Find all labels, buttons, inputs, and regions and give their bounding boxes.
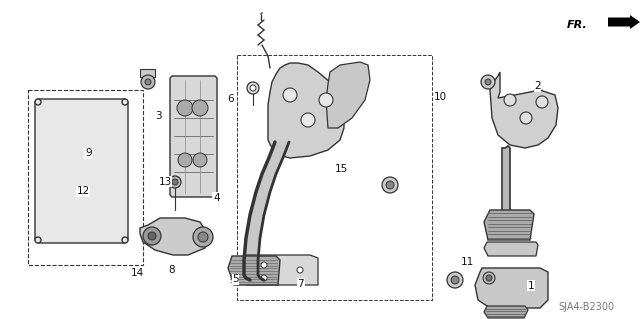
- Circle shape: [536, 96, 548, 108]
- Polygon shape: [228, 256, 280, 285]
- Circle shape: [177, 100, 193, 116]
- Circle shape: [35, 99, 41, 105]
- Text: 3: 3: [156, 111, 162, 122]
- Polygon shape: [244, 238, 260, 260]
- Polygon shape: [244, 260, 258, 275]
- Circle shape: [192, 100, 208, 116]
- Polygon shape: [268, 63, 344, 158]
- Circle shape: [486, 275, 492, 281]
- Polygon shape: [268, 150, 286, 160]
- Text: 12: 12: [77, 186, 90, 197]
- Circle shape: [122, 99, 128, 105]
- Circle shape: [145, 79, 151, 85]
- FancyArrow shape: [608, 15, 640, 29]
- Polygon shape: [244, 275, 260, 278]
- Polygon shape: [170, 76, 217, 197]
- Circle shape: [250, 85, 256, 91]
- Text: 13: 13: [159, 177, 172, 187]
- Circle shape: [261, 262, 267, 268]
- Circle shape: [143, 227, 161, 245]
- Circle shape: [169, 176, 181, 188]
- Polygon shape: [475, 268, 548, 308]
- Text: 14: 14: [131, 268, 144, 278]
- Circle shape: [520, 112, 532, 124]
- Circle shape: [122, 237, 128, 243]
- Circle shape: [451, 276, 459, 284]
- Circle shape: [198, 232, 208, 242]
- Circle shape: [483, 272, 495, 284]
- Bar: [140, 69, 155, 77]
- Polygon shape: [484, 210, 534, 240]
- Circle shape: [193, 227, 213, 247]
- Polygon shape: [326, 62, 370, 128]
- Circle shape: [297, 267, 303, 273]
- Circle shape: [319, 93, 333, 107]
- Polygon shape: [35, 99, 128, 243]
- Circle shape: [481, 75, 495, 89]
- Circle shape: [178, 153, 192, 167]
- Text: 8: 8: [168, 264, 175, 275]
- Polygon shape: [246, 278, 264, 280]
- Circle shape: [301, 113, 315, 127]
- Polygon shape: [250, 192, 270, 215]
- Polygon shape: [272, 142, 289, 150]
- Text: 10: 10: [434, 92, 447, 102]
- Circle shape: [35, 237, 41, 243]
- Text: 1: 1: [528, 280, 534, 291]
- Text: 2: 2: [534, 81, 541, 91]
- Polygon shape: [490, 72, 558, 148]
- Circle shape: [172, 179, 178, 185]
- Text: SJA4-B2300: SJA4-B2300: [558, 302, 614, 312]
- Text: 6: 6: [227, 94, 234, 104]
- Circle shape: [382, 177, 398, 193]
- Text: 11: 11: [461, 256, 474, 267]
- Circle shape: [261, 275, 267, 281]
- Circle shape: [504, 94, 516, 106]
- Polygon shape: [246, 215, 264, 238]
- Circle shape: [148, 232, 156, 240]
- Text: 9: 9: [85, 148, 92, 158]
- Circle shape: [141, 75, 155, 89]
- Polygon shape: [484, 242, 538, 256]
- Circle shape: [193, 153, 207, 167]
- Polygon shape: [140, 218, 205, 255]
- Polygon shape: [262, 160, 282, 174]
- Text: FR.: FR.: [567, 20, 588, 30]
- Circle shape: [485, 79, 491, 85]
- Circle shape: [386, 181, 394, 189]
- Polygon shape: [502, 146, 510, 215]
- Circle shape: [283, 88, 297, 102]
- Text: 15: 15: [335, 164, 348, 174]
- Bar: [237, 55, 432, 300]
- Polygon shape: [240, 255, 318, 285]
- Text: 4: 4: [213, 193, 220, 203]
- Circle shape: [447, 272, 463, 288]
- Polygon shape: [256, 174, 276, 192]
- Polygon shape: [484, 306, 528, 318]
- Circle shape: [247, 82, 259, 94]
- Text: 7: 7: [298, 279, 304, 289]
- Text: 5: 5: [232, 274, 239, 284]
- Bar: [28, 90, 143, 265]
